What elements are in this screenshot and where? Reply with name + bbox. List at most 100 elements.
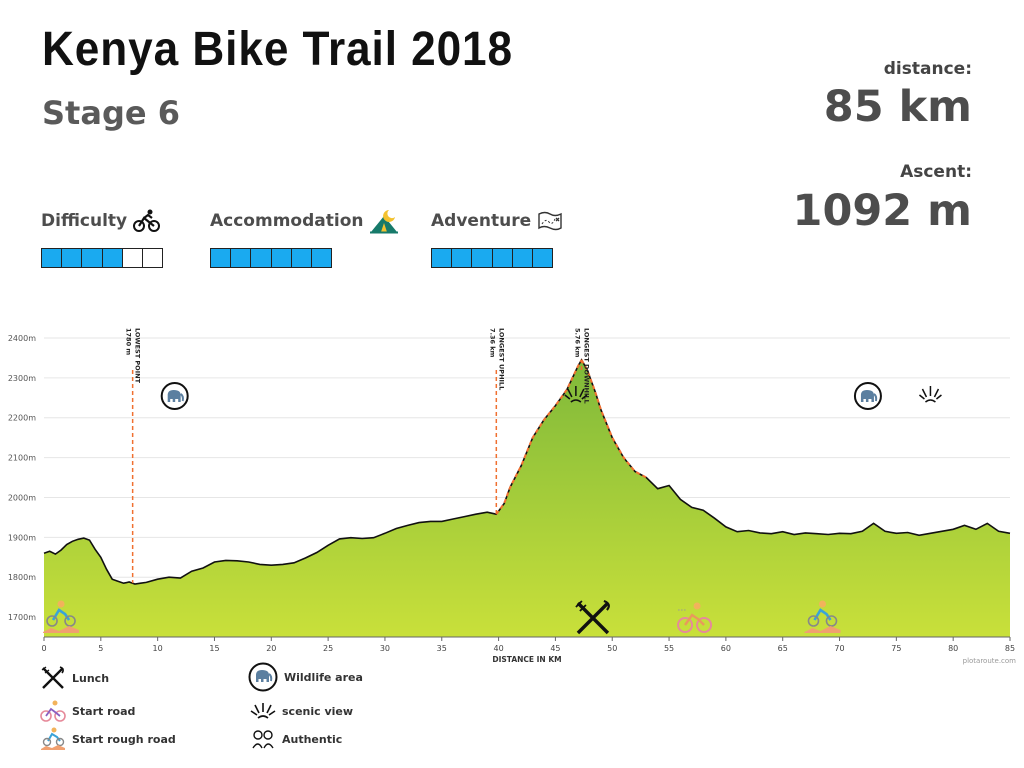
x-tick-label: 0 [41, 644, 46, 653]
start-road-icon [677, 602, 713, 633]
rating-cell [271, 249, 292, 267]
adventure-rating: Adventure [431, 208, 563, 268]
x-tick-label: 70 [834, 644, 844, 653]
rating-cell [472, 249, 493, 267]
rating-cell [62, 249, 83, 267]
start-rough-road-icon [41, 727, 65, 750]
accommodation-bar [210, 248, 332, 268]
ascent-label: Ascent: [900, 162, 972, 182]
scenic-view-icon [564, 386, 588, 403]
y-tick-label: 2000m [8, 493, 36, 502]
distance-label: distance: [883, 59, 972, 79]
marker-label: LOWEST POINT [134, 328, 142, 384]
rating-cell [142, 249, 163, 267]
tent-icon [370, 210, 399, 234]
rating-cell [251, 249, 272, 267]
highlight-segment [495, 359, 583, 515]
x-tick-label: 35 [437, 644, 447, 653]
authentic-icon [252, 730, 274, 749]
legend-authentic: Authentic [250, 728, 342, 750]
y-tick-label: 1900m [8, 533, 36, 542]
accommodation-label: Accommodation [210, 211, 364, 231]
rating-cell [42, 249, 63, 267]
x-tick-label: 60 [721, 644, 731, 653]
accommodation-rating: Accommodation [210, 208, 399, 268]
map-icon [538, 211, 562, 231]
scenic-view-icon [918, 386, 942, 403]
rating-cell [211, 249, 232, 267]
distance-value: 85 km [823, 82, 972, 132]
elephant-icon [853, 382, 882, 410]
rating-cell [231, 249, 252, 267]
y-tick-label: 2400m [8, 334, 36, 343]
x-tick-label: 20 [266, 644, 276, 653]
marker-label: LONGEST UPHILL [497, 328, 505, 390]
elephant-icon [248, 662, 278, 692]
legend-wildlife-label: Wildlife area [284, 670, 363, 684]
x-tick-label: 10 [153, 644, 163, 653]
ascent-value: 1092 m [792, 186, 972, 236]
x-tick-label: 75 [891, 644, 901, 653]
difficulty-label: Difficulty [41, 211, 128, 231]
lunch-icon [575, 599, 610, 635]
rating-cell [452, 249, 473, 267]
scenic-view-icon [250, 703, 276, 719]
legend-start-road-label: Start road [72, 704, 136, 718]
marker-label: LONGEST DOWNHILL [583, 328, 591, 404]
rating-cell [492, 249, 513, 267]
start-rough-road-icon [804, 600, 841, 633]
cyclist-icon [133, 209, 161, 232]
rating-cell [122, 249, 143, 267]
marker-sublabel: 5.76 km [574, 328, 582, 358]
elevation-area [44, 359, 1010, 637]
x-tick-label: 80 [948, 644, 958, 653]
y-tick-label: 2300m [8, 374, 36, 383]
x-tick-label: 30 [380, 644, 390, 653]
y-tick-label: 1700m [8, 613, 36, 622]
start-road-icon [40, 700, 66, 722]
rating-cell [512, 249, 533, 267]
rating-cell [102, 249, 123, 267]
y-tick-label: 2100m [8, 454, 36, 463]
x-tick-label: 40 [493, 644, 503, 653]
rating-cell [532, 249, 553, 267]
rating-cell [311, 249, 332, 267]
y-tick-label: 1800m [8, 573, 36, 582]
rating-cell [291, 249, 312, 267]
legend-start-rough-road-label: Start rough road [72, 732, 176, 746]
x-tick-label: 15 [209, 644, 219, 653]
adventure-label: Adventure [431, 211, 532, 231]
legend-authentic-label: Authentic [282, 732, 343, 746]
legend-lunch: Lunch [40, 666, 109, 690]
x-tick-label: 25 [323, 644, 333, 653]
start-rough-road-icon [43, 600, 80, 633]
elephant-icon [160, 382, 189, 410]
x-tick-label: 45 [550, 644, 560, 653]
highlight-segment [580, 359, 649, 480]
rating-cell [432, 249, 453, 267]
marker-sublabel: 7.36 km [488, 328, 496, 358]
x-tick-label: 85 [1005, 644, 1015, 653]
x-tick-label: 5 [98, 644, 103, 653]
legend-scenic: scenic view [250, 700, 353, 722]
marker-sublabel: 1780 m [125, 328, 133, 355]
x-tick-label: 65 [778, 644, 788, 653]
legend-start-rough-road: Start rough road [40, 727, 176, 751]
x-axis-label: DISTANCE IN KM [492, 655, 561, 664]
legend-scenic-label: scenic view [282, 704, 354, 718]
lunch-icon [41, 666, 64, 689]
y-tick-label: 2200m [8, 414, 36, 423]
legend-start-road: Start road [40, 700, 135, 722]
x-tick-label: 55 [664, 644, 674, 653]
legend-wildlife: Wildlife area [248, 662, 363, 692]
difficulty-bar [41, 248, 163, 268]
elevation-line [43, 358, 1011, 585]
credit-text: plotaroute.com [962, 657, 1016, 665]
legend-lunch-label: Lunch [72, 671, 110, 685]
adventure-bar [431, 248, 553, 268]
stage-subtitle: Stage 6 [42, 94, 180, 132]
x-tick-label: 50 [607, 644, 617, 653]
page-title: Kenya Bike Trail 2018 [42, 23, 514, 76]
rating-cell [82, 249, 103, 267]
